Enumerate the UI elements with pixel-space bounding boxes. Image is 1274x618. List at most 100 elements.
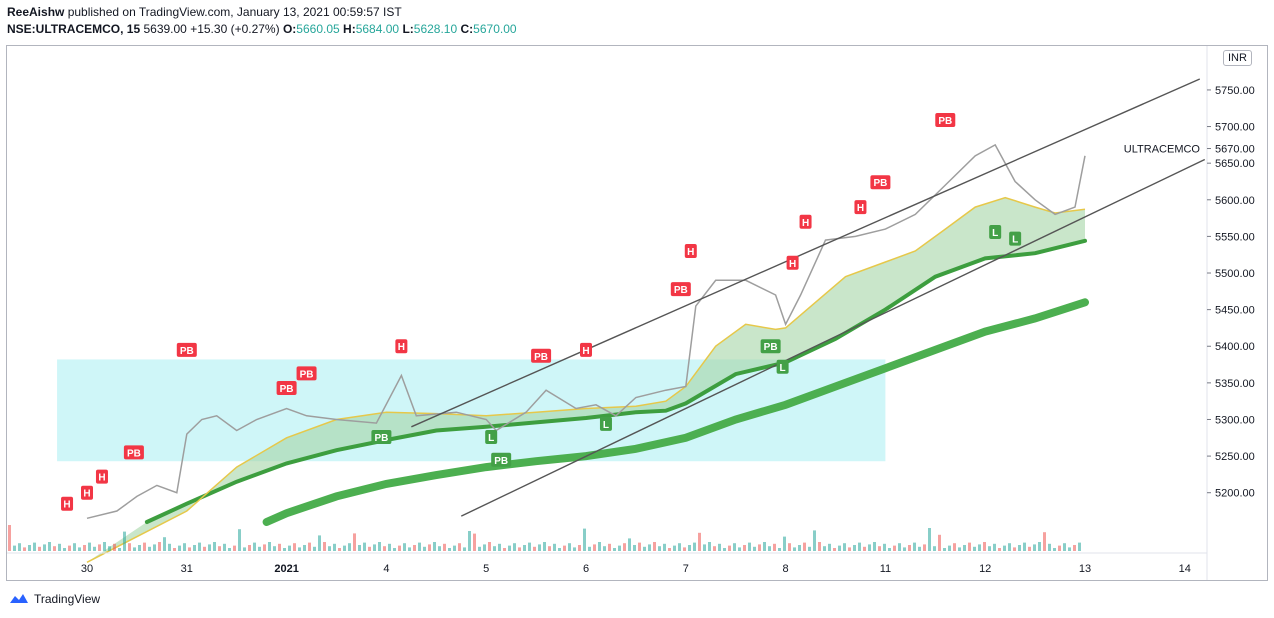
ema-cloud bbox=[87, 197, 1085, 563]
currency-button[interactable]: INR bbox=[1223, 50, 1252, 66]
volume-bar bbox=[818, 542, 821, 551]
signal-badge-bg bbox=[276, 380, 297, 395]
signal-badge-label: PB bbox=[300, 369, 314, 380]
volume-bar bbox=[893, 545, 896, 551]
volume-bar bbox=[943, 548, 946, 551]
volume-bar bbox=[423, 546, 426, 551]
volume-bar bbox=[308, 542, 311, 551]
volume-bar bbox=[708, 542, 711, 551]
volume-bar bbox=[183, 543, 186, 551]
y-tick-label: 5500.00 bbox=[1215, 268, 1255, 280]
volume-bar bbox=[683, 547, 686, 551]
volume-bar bbox=[378, 542, 381, 551]
volume-bar bbox=[453, 545, 456, 551]
volume-bar bbox=[713, 546, 716, 551]
volume-bar bbox=[753, 546, 756, 551]
ema-fast-line bbox=[86, 196, 1086, 563]
signal-badge-bg bbox=[371, 430, 392, 445]
volume-bar bbox=[1053, 548, 1056, 551]
signal-badge-label: PB bbox=[180, 346, 194, 357]
publisher-name[interactable]: ReeAishw bbox=[7, 5, 65, 19]
volume-bar bbox=[358, 545, 361, 551]
signal-badge-label: PB bbox=[873, 178, 887, 189]
published-text: published on TradingView.com, January 13… bbox=[67, 5, 402, 19]
symbol-price-label: ULTRACEMCO bbox=[1124, 144, 1201, 156]
signal-badge-label: L bbox=[780, 363, 786, 374]
volume-bar bbox=[18, 543, 21, 551]
volume-bar bbox=[638, 542, 641, 551]
volume-bar bbox=[528, 542, 531, 551]
volume-bar bbox=[833, 548, 836, 551]
open-value: 5660.05 bbox=[296, 22, 340, 36]
y-tick-label: 5200.00 bbox=[1215, 488, 1255, 500]
volume-bar bbox=[98, 544, 101, 551]
y-tick-label: 5600.00 bbox=[1215, 195, 1255, 207]
low-label: L: bbox=[402, 22, 414, 36]
signal-badge-bg bbox=[123, 445, 144, 460]
volume-bar bbox=[448, 548, 451, 551]
volume-bar bbox=[648, 544, 651, 551]
signal-badge-label: H bbox=[802, 218, 809, 229]
volume-bar bbox=[283, 548, 286, 551]
volume-bar bbox=[88, 542, 91, 551]
volume-bar bbox=[158, 542, 161, 551]
signal-badge-label: PB bbox=[494, 456, 508, 467]
volume-bar bbox=[633, 545, 636, 551]
consolidation-zone bbox=[57, 359, 886, 462]
volume-bar bbox=[568, 543, 571, 551]
volume-bar bbox=[503, 548, 506, 551]
volume-bar bbox=[173, 548, 176, 551]
volume-bar bbox=[1033, 544, 1036, 551]
x-tick-label: 2021 bbox=[274, 563, 298, 575]
volume-bar bbox=[693, 542, 696, 551]
signal-badge-bg bbox=[395, 339, 408, 354]
signal-badge-bg bbox=[684, 244, 697, 259]
volume-bar bbox=[208, 544, 211, 551]
volume-bar bbox=[733, 543, 736, 551]
chart-frame[interactable] bbox=[6, 45, 1268, 581]
volume-bar bbox=[58, 543, 61, 551]
volume-bar bbox=[368, 546, 371, 551]
volume-bar bbox=[193, 545, 196, 551]
volume-bar bbox=[23, 547, 26, 551]
signal-badge-label: H bbox=[789, 259, 796, 270]
volume-bar bbox=[28, 545, 31, 551]
signal-badge-label: H bbox=[582, 346, 589, 357]
signal-badge-bg bbox=[776, 359, 789, 374]
volume-bar bbox=[958, 547, 961, 551]
volume-bar bbox=[298, 547, 301, 551]
x-tick-label: 7 bbox=[683, 563, 689, 575]
x-tick-label: 5 bbox=[483, 563, 489, 575]
volume-bar bbox=[488, 542, 491, 551]
volume-bar bbox=[723, 548, 726, 551]
signal-badge-label: PB bbox=[938, 116, 952, 127]
volume-bar bbox=[898, 543, 901, 551]
volume-bar bbox=[113, 543, 116, 551]
signal-badge-label: PB bbox=[374, 433, 388, 444]
volume-bar bbox=[928, 528, 931, 551]
signal-badge-bg bbox=[1009, 231, 1022, 246]
volume-bar bbox=[1078, 542, 1081, 551]
volume-bar bbox=[508, 545, 511, 551]
volume-bar bbox=[673, 545, 676, 551]
volume-bar bbox=[498, 543, 501, 551]
volume-bar bbox=[303, 545, 306, 551]
signal-badge-bg bbox=[670, 282, 691, 297]
y-tick-label: 5750.00 bbox=[1215, 85, 1255, 97]
volume-bar bbox=[428, 544, 431, 551]
volume-bar bbox=[828, 543, 831, 551]
volume-bar bbox=[658, 546, 661, 551]
signal-badge-label: H bbox=[63, 500, 70, 511]
volume-bar bbox=[258, 546, 261, 551]
volume-bar bbox=[908, 545, 911, 551]
tradingview-logo[interactable]: TradingView bbox=[8, 592, 100, 606]
y-tick-label: 5300.00 bbox=[1215, 414, 1255, 426]
volume-bar bbox=[313, 546, 316, 551]
symbol-name[interactable]: NSE:ULTRACEMCO, 15 bbox=[7, 22, 141, 36]
volume-bar bbox=[553, 543, 556, 551]
volume-bar bbox=[203, 546, 206, 551]
signal-badge-label: L bbox=[992, 228, 998, 239]
volume-bar bbox=[918, 546, 921, 551]
volume-bar bbox=[543, 542, 546, 551]
